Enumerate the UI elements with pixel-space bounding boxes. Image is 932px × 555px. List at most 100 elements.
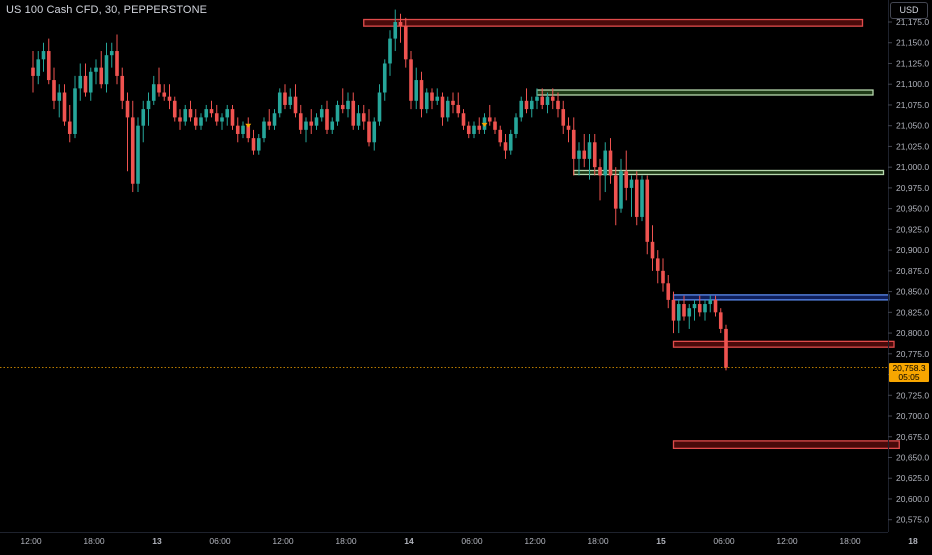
candle	[613, 167, 618, 226]
candle	[199, 113, 203, 130]
candle	[272, 109, 277, 130]
candle-body	[587, 142, 592, 159]
candle-body	[225, 109, 230, 118]
price-tick-label: 21,000.0	[896, 162, 929, 172]
time-tick-label: 06:00	[209, 536, 231, 546]
price-tick-label: 21,125.0	[896, 58, 929, 68]
candle-body	[571, 129, 576, 159]
time-tick-label: 18	[908, 536, 918, 546]
candle-body	[367, 121, 371, 143]
candle	[41, 42, 46, 72]
candle	[430, 88, 434, 110]
candle-body	[31, 67, 35, 76]
candle-body	[256, 138, 261, 151]
currency-button[interactable]: USD	[890, 2, 928, 19]
candle-body	[456, 104, 461, 114]
candle-body	[277, 92, 282, 114]
candle	[724, 324, 728, 371]
supply-zone-upper	[536, 89, 874, 96]
demand-zone-upper	[672, 340, 895, 348]
price-tick-label: 20,650.0	[896, 452, 929, 462]
candle	[372, 117, 377, 151]
candle-body	[146, 100, 151, 110]
candle-body	[640, 179, 644, 217]
price-axis[interactable]: 21,175.0 21,150.0 21,125.0 21,100.0 21,075.0…	[888, 0, 929, 532]
candle-body	[708, 299, 713, 305]
price-tick-label: 20,725.0	[896, 390, 929, 400]
candle	[220, 113, 224, 130]
candle-body	[319, 109, 324, 118]
candle-body	[424, 92, 429, 110]
candle	[193, 109, 198, 130]
candle	[157, 67, 161, 97]
time-axis[interactable]: 12:00 18:00 13 06:00 12:00 18:00 14 06:00 12:00 1…	[0, 532, 918, 547]
candle-body	[703, 304, 707, 313]
price-tick-label: 20,850.0	[896, 287, 929, 297]
candle-body	[377, 92, 382, 122]
candle	[94, 59, 98, 85]
candle-body	[477, 125, 482, 130]
candle	[713, 295, 718, 317]
candle	[519, 96, 524, 122]
price-tick-label: 21,025.0	[896, 141, 929, 151]
time-tick-label: 15	[656, 536, 666, 546]
candle-body	[519, 100, 524, 118]
candle	[235, 117, 240, 143]
candle	[671, 291, 676, 334]
candle	[603, 142, 608, 193]
blue-zone	[672, 294, 890, 301]
candle-body	[52, 80, 56, 101]
zones-layer	[363, 18, 900, 450]
candle-body	[598, 167, 602, 176]
candle-body	[204, 109, 209, 118]
time-tick-label: 14	[404, 536, 414, 546]
candle	[57, 84, 62, 118]
candle	[241, 121, 245, 139]
candle	[351, 92, 356, 130]
price-tick-label: 20,600.0	[896, 494, 929, 504]
candle-body	[461, 113, 466, 126]
time-tick-label: 18:00	[335, 536, 357, 546]
candle	[267, 109, 272, 130]
candle-body	[624, 171, 629, 188]
candle-body	[608, 150, 613, 176]
candle-body	[393, 22, 398, 39]
candle	[99, 51, 104, 89]
candle	[535, 88, 539, 110]
candle	[440, 92, 445, 126]
candle-body	[487, 117, 492, 122]
candle-body	[466, 125, 471, 134]
time-tick-label: 13	[152, 536, 162, 546]
candle	[141, 100, 146, 143]
candle	[514, 113, 518, 139]
candle	[251, 129, 256, 155]
time-tick-label: 12:00	[20, 536, 42, 546]
price-tick-label: 20,875.0	[896, 266, 929, 276]
candle	[587, 133, 592, 180]
current-price-tag: 20,758.3 05:05	[889, 363, 929, 382]
candle	[388, 30, 392, 76]
candle	[640, 175, 644, 222]
candle-body	[57, 92, 62, 101]
time-tick-label: 12:00	[776, 536, 798, 546]
candle	[582, 133, 587, 168]
candle-body	[661, 270, 665, 284]
candle	[293, 84, 298, 118]
candle-body	[645, 179, 650, 242]
time-tick-label: 18:00	[839, 536, 861, 546]
candle-body	[99, 67, 104, 85]
candle-body	[682, 304, 686, 317]
time-tick-label: 06:00	[713, 536, 735, 546]
candle	[167, 84, 172, 110]
candle	[298, 104, 303, 134]
candle	[304, 117, 308, 143]
candle	[619, 158, 623, 213]
price-tick-label: 21,075.0	[896, 100, 929, 110]
candle	[340, 88, 345, 114]
candle	[598, 158, 602, 201]
candle-body	[577, 150, 581, 159]
candle	[540, 88, 545, 110]
candle	[367, 109, 371, 147]
